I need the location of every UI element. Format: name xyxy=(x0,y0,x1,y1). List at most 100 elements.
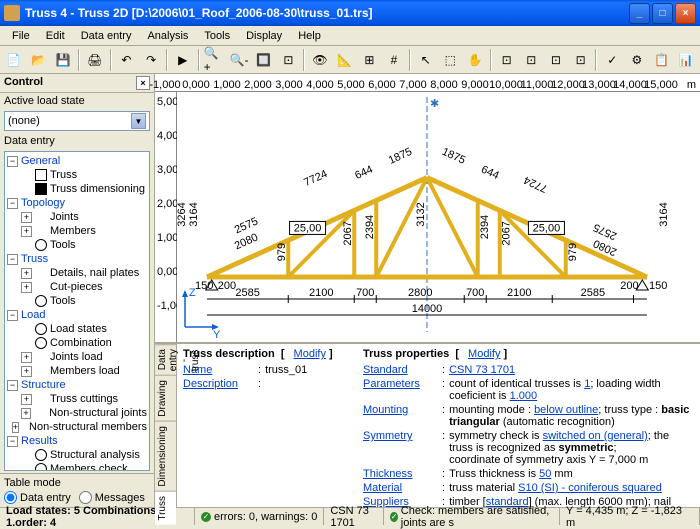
tree-item[interactable]: +Members xyxy=(7,224,147,238)
tree-group[interactable]: −Results xyxy=(7,434,147,448)
prop-key[interactable]: Thickness xyxy=(363,468,438,480)
expand-icon[interactable]: + xyxy=(12,422,19,433)
toolbar-btn-0[interactable]: 📄 xyxy=(2,48,26,72)
tree-item[interactable]: +Members load xyxy=(7,364,147,378)
maximize-button[interactable]: □ xyxy=(652,3,673,24)
toolbar-btn-6[interactable]: ↶ xyxy=(115,48,139,72)
toolbar-btn-2[interactable]: 💾 xyxy=(51,48,75,72)
combo-value: (none) xyxy=(8,115,40,127)
toolbar-btn-33[interactable]: 📊 xyxy=(674,48,698,72)
toolbar-btn-28[interactable]: ⊡ xyxy=(569,48,593,72)
vtab-2[interactable]: Dimensioning xyxy=(155,421,176,491)
toolbar-btn-25[interactable]: ⊡ xyxy=(495,48,519,72)
toolbar-btn-4[interactable]: 🖨 xyxy=(83,48,107,72)
toolbar-btn-14[interactable]: ⊡ xyxy=(277,48,301,72)
tree-item[interactable]: Truss xyxy=(7,168,147,182)
tree-item[interactable]: +Truss cuttings xyxy=(7,392,147,406)
tree-group[interactable]: −Structure xyxy=(7,378,147,392)
modify-link[interactable]: Modify xyxy=(468,348,500,360)
toolbar-btn-32[interactable]: 📋 xyxy=(650,48,674,72)
svg-text:2100: 2100 xyxy=(309,287,333,299)
truss-props-title: Truss properties xyxy=(363,348,449,360)
menu-data-entry[interactable]: Data entry xyxy=(73,28,140,44)
toolbar-btn-7[interactable]: ↷ xyxy=(139,48,163,72)
menu-display[interactable]: Display xyxy=(238,28,290,44)
tree-item[interactable]: +Cut-pieces xyxy=(7,280,147,294)
tree-item[interactable]: Truss dimensioning xyxy=(7,182,147,196)
tree-item[interactable]: +Joints xyxy=(7,210,147,224)
toolbar-btn-26[interactable]: ⊡ xyxy=(519,48,543,72)
toolbar-btn-1[interactable]: 📂 xyxy=(27,48,51,72)
prop-key[interactable]: Parameters xyxy=(363,378,438,402)
toolbar-btn-23[interactable]: ✋ xyxy=(463,48,487,72)
expand-icon[interactable]: + xyxy=(21,268,32,279)
toolbar-btn-12[interactable]: 🔍- xyxy=(227,48,251,72)
tree-group[interactable]: −Load xyxy=(7,308,147,322)
prop-key[interactable]: Standard xyxy=(363,364,438,376)
collapse-icon[interactable]: − xyxy=(7,310,18,321)
tree-item[interactable]: +Joints load xyxy=(7,350,147,364)
toolbar-btn-30[interactable]: ✓ xyxy=(600,48,624,72)
tree-item[interactable]: Tools xyxy=(7,238,147,252)
menu-tools[interactable]: Tools xyxy=(196,28,238,44)
tree-item[interactable]: +Details, nail plates xyxy=(7,266,147,280)
expand-icon[interactable]: + xyxy=(21,408,32,419)
collapse-icon[interactable]: − xyxy=(7,198,18,209)
tree-item[interactable]: Members check xyxy=(7,462,147,471)
toolbar-btn-9[interactable]: ▶ xyxy=(171,48,195,72)
menu-file[interactable]: File xyxy=(4,28,38,44)
tree-item[interactable]: +Non-structural members xyxy=(7,420,147,434)
toolbar-btn-31[interactable]: ⚙ xyxy=(625,48,649,72)
tree-item[interactable]: Tools xyxy=(7,294,147,308)
tree-group[interactable]: −Topology xyxy=(7,196,147,210)
close-button[interactable]: × xyxy=(675,3,696,24)
toolbar-btn-21[interactable]: ↖ xyxy=(414,48,438,72)
collapse-icon[interactable]: − xyxy=(7,254,18,265)
svg-text:2067: 2067 xyxy=(501,221,513,245)
tree[interactable]: −GeneralTrussTruss dimensioning−Topology… xyxy=(4,151,150,471)
collapse-icon[interactable]: − xyxy=(7,156,18,167)
minimize-button[interactable]: _ xyxy=(629,3,650,24)
prop-desc-key[interactable]: Description xyxy=(183,378,258,390)
status-standard: CSN 73 1701 xyxy=(324,508,384,525)
toolbar-btn-17[interactable]: 📐 xyxy=(333,48,357,72)
vtab-1[interactable]: Drawing xyxy=(155,375,176,421)
toolbar-btn-16[interactable]: 👁 xyxy=(308,48,332,72)
menu-edit[interactable]: Edit xyxy=(38,28,73,44)
collapse-icon[interactable]: − xyxy=(7,436,18,447)
tree-item[interactable]: Combination xyxy=(7,336,147,350)
tree-group[interactable]: −General xyxy=(7,154,147,168)
radio-messages[interactable]: Messages xyxy=(79,491,145,504)
drawing-canvas[interactable]: ✱140002585210070028007002100258515020015… xyxy=(177,92,700,342)
toolbar-btn-19[interactable]: # xyxy=(382,48,406,72)
active-load-combo[interactable]: (none) ▼ xyxy=(4,111,150,131)
tree-item[interactable]: Load states xyxy=(7,322,147,336)
sidebar-close-icon[interactable]: × xyxy=(136,76,150,90)
toolbar-btn-22[interactable]: ⬚ xyxy=(439,48,463,72)
toolbar-btn-27[interactable]: ⊡ xyxy=(544,48,568,72)
prop-key[interactable]: Mounting xyxy=(363,404,438,428)
tree-item[interactable]: Structural analysis xyxy=(7,448,147,462)
tree-item[interactable]: +Non-structural joints xyxy=(7,406,147,420)
toolbar-btn-18[interactable]: ⊞ xyxy=(358,48,382,72)
toolbar-btn-13[interactable]: 🔲 xyxy=(252,48,276,72)
menu-analysis[interactable]: Analysis xyxy=(139,28,196,44)
vtab-3[interactable]: Truss xyxy=(155,491,176,525)
prop-key[interactable]: Material xyxy=(363,482,438,494)
data-entry-label: Data entry xyxy=(0,133,154,149)
toolbar-btn-11[interactable]: 🔍+ xyxy=(203,48,227,72)
expand-icon[interactable]: + xyxy=(21,352,32,363)
vtab-0[interactable]: Data entry - truss xyxy=(155,344,176,375)
expand-icon[interactable]: + xyxy=(21,282,32,293)
expand-icon[interactable]: + xyxy=(21,226,32,237)
modify-link[interactable]: Modify xyxy=(294,348,326,360)
prop-key[interactable]: Symmetry xyxy=(363,430,438,466)
radio-data-entry[interactable]: Data entry xyxy=(4,491,71,504)
menu-help[interactable]: Help xyxy=(290,28,329,44)
chevron-down-icon[interactable]: ▼ xyxy=(131,113,146,129)
tree-group[interactable]: −Truss xyxy=(7,252,147,266)
expand-icon[interactable]: + xyxy=(21,366,32,377)
expand-icon[interactable]: + xyxy=(21,394,32,405)
expand-icon[interactable]: + xyxy=(21,212,32,223)
collapse-icon[interactable]: − xyxy=(7,380,18,391)
